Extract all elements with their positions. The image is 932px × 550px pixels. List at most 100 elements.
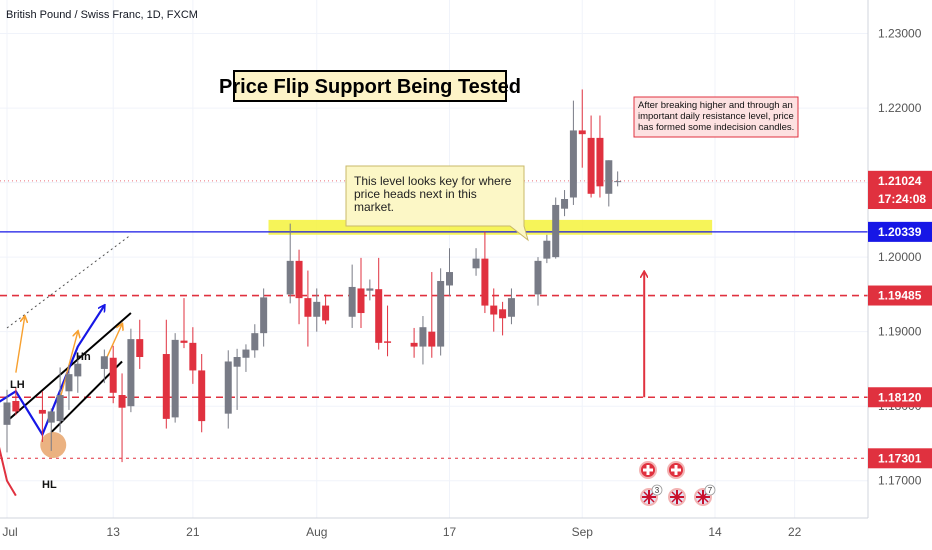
candle-body-down [118, 395, 126, 408]
swing-label-lh: LH [10, 379, 25, 391]
candle-body-up [614, 181, 622, 183]
candle-body-up [507, 298, 515, 317]
candle-body-down [596, 137, 604, 187]
red-swing-line [0, 446, 17, 497]
orange-arrow [15, 317, 25, 373]
candle-body-up [446, 272, 453, 286]
candle-body-up [251, 333, 259, 351]
horizontal-levels [0, 180, 868, 459]
candle-body-up [348, 286, 356, 317]
price-tick-label: 1.17000 [878, 474, 922, 488]
candle-body-up [366, 288, 374, 291]
candle-body-up [419, 327, 427, 347]
candle-body-down [481, 258, 489, 306]
time-tick-label: 22 [788, 525, 802, 539]
candle-body-up [3, 402, 11, 425]
time-tick-label: 14 [708, 525, 722, 539]
price-badge-countdown [868, 189, 932, 210]
price-badge-level [868, 387, 932, 408]
time-tick-label: Jul [2, 525, 17, 539]
candle-body-down [189, 342, 197, 371]
time-tick-label: 13 [107, 525, 121, 539]
candle-body-up [127, 339, 135, 407]
candle-body-up [260, 297, 268, 334]
flag-cross-v [674, 465, 678, 475]
candlesticks [3, 89, 622, 463]
candle-body-up [561, 199, 569, 209]
candle-body-down [180, 340, 188, 343]
candle-body-up [224, 361, 232, 414]
price-axis: 1.230001.220001.210001.200001.190001.180… [867, 0, 932, 518]
candle-body-down [38, 409, 46, 414]
price-badge-label: 17:24:08 [878, 192, 926, 206]
swing-label-hh: Hh [76, 351, 91, 363]
candle-body-down [499, 309, 507, 319]
candle-body-down [384, 341, 392, 343]
time-tick-label: 21 [186, 525, 200, 539]
candle-body-up [56, 395, 64, 422]
event-count-badge [704, 484, 716, 496]
candle-body-up [65, 374, 73, 392]
price-badge-label: 1.21024 [878, 174, 922, 188]
candle-body-down [578, 130, 586, 135]
candle-body-up [171, 339, 179, 418]
price-tick-label: 1.19000 [878, 325, 922, 339]
callout-text-line: This level looks key for where [354, 174, 512, 188]
callout-text-line: price heads next in this [354, 187, 477, 201]
event-count-label: 3 [655, 486, 660, 495]
time-tick-label: 17 [443, 525, 457, 539]
candle-body-up [242, 349, 250, 358]
price-badge-line [868, 221, 932, 242]
event-count-label: 7 [708, 486, 713, 495]
candle-body-up [74, 363, 82, 377]
headline-box [233, 70, 507, 102]
candle-body-down [198, 370, 206, 422]
candle-body-up [233, 357, 241, 367]
candle-body-up [100, 356, 108, 369]
candle-body-down [410, 342, 418, 347]
candle-body-down [109, 357, 117, 393]
price-badge-last [868, 170, 932, 191]
candle-body-down [587, 137, 595, 194]
candle-body-down [322, 305, 330, 321]
callout-text-line: market. [354, 200, 394, 214]
candle-body-up [534, 260, 542, 295]
annotations: Price Flip Support Being Tested This leve… [10, 70, 799, 506]
price-badge-label: 1.17301 [878, 451, 922, 465]
candle-body-down [304, 298, 312, 317]
price-tick-label: 1.22000 [878, 101, 922, 115]
candle-body-up [286, 260, 294, 295]
time-tick-label: Aug [306, 525, 327, 539]
price-tick-label: 1.23000 [878, 27, 922, 41]
candle-body-up [313, 301, 321, 317]
price-badge-label: 1.20339 [878, 225, 922, 239]
headline-text: Price Flip Support Being Tested [219, 76, 521, 98]
note-box [633, 96, 799, 138]
dotted-trendline [6, 234, 132, 329]
note-text-line: After breaking higher and through an [638, 100, 793, 111]
candle-body-down [428, 331, 436, 347]
candle-body-up [437, 280, 445, 347]
swing-label-hl: HL [42, 479, 57, 491]
note-text-line: important daily resistance level, price [638, 111, 794, 122]
candle-body-up [605, 160, 613, 194]
candle-body-down [375, 289, 383, 343]
candle-body-up [569, 130, 577, 198]
candle-body-down [357, 288, 365, 314]
flag-cross-v [646, 465, 650, 475]
time-tick-label: Sep [572, 525, 594, 539]
candle-body-up [47, 411, 55, 423]
callout-bubble [345, 165, 529, 242]
event-count-badge [651, 484, 663, 496]
candle-body-down [162, 354, 170, 419]
candle-body-down [136, 339, 144, 358]
price-tick-label: 1.20000 [878, 250, 922, 264]
price-badge-level [868, 285, 932, 306]
candle-body-down [490, 305, 498, 315]
candle-body-up [543, 240, 551, 259]
higher-low-marker [40, 431, 67, 458]
note-text-line: has formed some indecision candles. [638, 122, 794, 133]
time-axis: Jul 13 21 Aug 17 Sep 14 22 [0, 517, 868, 539]
candle-body-up [472, 258, 480, 269]
